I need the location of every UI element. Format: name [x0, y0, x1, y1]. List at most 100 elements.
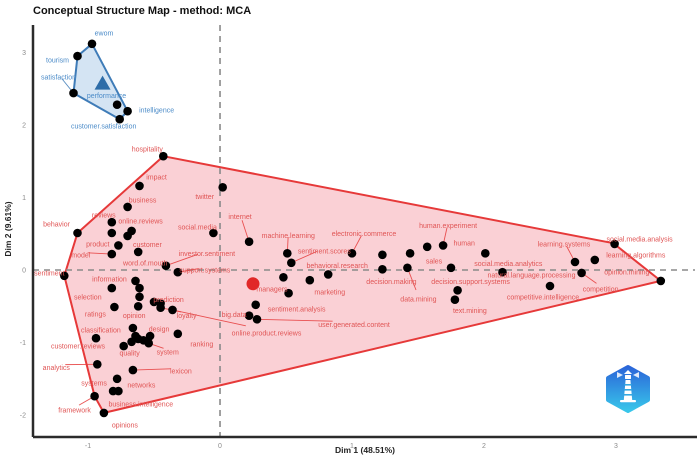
keyword-label: learning.algorithms [606, 252, 666, 259]
keyword-label: online.product.reviews [232, 330, 302, 337]
keyword-label: customer.satisfaction [71, 124, 136, 131]
keyword-label: managers [256, 286, 288, 293]
keyword-label: business.intelligence [108, 402, 173, 409]
keyword-label: ewom [95, 30, 114, 37]
red-cluster-hull [63, 155, 662, 414]
keyword-label: model [71, 253, 91, 260]
data-point [218, 183, 227, 192]
keyword-label: competition [583, 286, 619, 293]
data-point [173, 267, 183, 277]
keyword-label: decision.making [366, 279, 416, 286]
keyword-label: electronic.commerce [332, 231, 397, 238]
keyword-label: tourism [46, 58, 69, 65]
keyword-label: customer [133, 242, 162, 249]
data-point [498, 267, 507, 277]
data-point [284, 288, 293, 298]
data-point [159, 151, 168, 161]
keyword-label: behavioral.research [306, 263, 368, 270]
data-point [107, 283, 117, 293]
keyword-label: satisfaction [41, 75, 76, 82]
keyword-label: decision.support.systems [431, 279, 510, 286]
data-point [279, 273, 288, 282]
keyword-label: information [92, 276, 127, 283]
data-point [347, 249, 357, 258]
data-point [378, 250, 387, 260]
data-point [422, 242, 432, 252]
data-point [123, 202, 132, 212]
data-point [438, 241, 448, 250]
data-point [73, 51, 82, 61]
keyword-labels: ewom tourism satisfaction performance intell… [34, 30, 673, 429]
leader-line [165, 253, 199, 267]
bibliometrix-logo [606, 365, 650, 413]
keyword-label: social.media [178, 225, 217, 232]
keyword-label: selection [74, 295, 102, 302]
data-point [251, 300, 260, 310]
keyword-label: opinion.mining [604, 269, 649, 276]
data-point [133, 302, 143, 311]
data-points [60, 39, 666, 418]
keyword-label: customer.reviews [51, 344, 106, 351]
keyword-label: internet [228, 214, 251, 221]
keyword-label: performance [87, 93, 126, 100]
data-point [144, 338, 153, 348]
data-point [656, 276, 666, 286]
data-point [73, 228, 82, 238]
data-point [287, 258, 296, 268]
x-tick-label: 2 [482, 443, 486, 450]
data-point [305, 275, 315, 285]
lighthouse-icon [617, 370, 639, 403]
centroid-triangle [94, 75, 111, 90]
keyword-label: classification [81, 328, 121, 335]
keyword-label: opinions [112, 422, 139, 429]
keyword-label: learning.systems [538, 242, 591, 249]
keyword-label: analytics [43, 365, 71, 372]
data-point [135, 292, 144, 302]
keyword-label: intelligence [139, 108, 174, 115]
keyword-label: sales [426, 258, 443, 265]
keyword-label: loyalty [177, 313, 197, 320]
data-point [133, 247, 143, 257]
keyword-label: sentiment [34, 270, 64, 277]
data-point [453, 286, 462, 295]
keyword-label: quality [119, 350, 140, 357]
x-tick-label: -1 [85, 443, 91, 450]
data-point [252, 315, 262, 324]
keyword-label: system [157, 350, 179, 357]
leader-line [256, 318, 333, 322]
keyword-label: opinion [123, 313, 146, 320]
keyword-label: user.generated.content [318, 322, 390, 329]
data-point [115, 114, 124, 124]
keyword-label: networks [127, 383, 156, 390]
y-axis-title: Dim 2 (9.61%) [3, 201, 13, 257]
keyword-label: data.mining [400, 296, 436, 303]
keyword-label: human.experiment [419, 223, 477, 230]
y-tick-label: 1 [22, 195, 26, 202]
data-point [114, 241, 123, 250]
keyword-label: social.media.analysis [607, 236, 674, 243]
keyword-label: human [453, 241, 475, 248]
data-point [119, 341, 128, 351]
keyword-label: natural.language.processing [488, 273, 576, 280]
x-tick-label: 1 [350, 443, 354, 450]
keyword-label: sentiment.scores [298, 248, 351, 255]
keyword-label: online.reviews [118, 218, 163, 225]
data-point [577, 268, 586, 278]
keyword-label: framework [58, 408, 91, 415]
data-point [244, 237, 254, 246]
data-point [90, 391, 99, 401]
chart-title: Conceptual Structure Map - method: MCA [33, 5, 252, 17]
y-tick-label: 0 [22, 268, 26, 275]
x-axis-title: Dim 1 (48.51%) [335, 445, 395, 455]
data-point [156, 303, 165, 313]
y-tick-label: -2 [20, 413, 26, 420]
data-point [87, 39, 97, 49]
highlighted-point [246, 277, 260, 291]
keyword-label: ratings [85, 312, 107, 319]
data-point [590, 255, 600, 265]
data-point [209, 228, 218, 238]
data-point [60, 271, 69, 281]
leader-line [172, 309, 246, 327]
keyword-label: machine.learning [262, 233, 315, 240]
